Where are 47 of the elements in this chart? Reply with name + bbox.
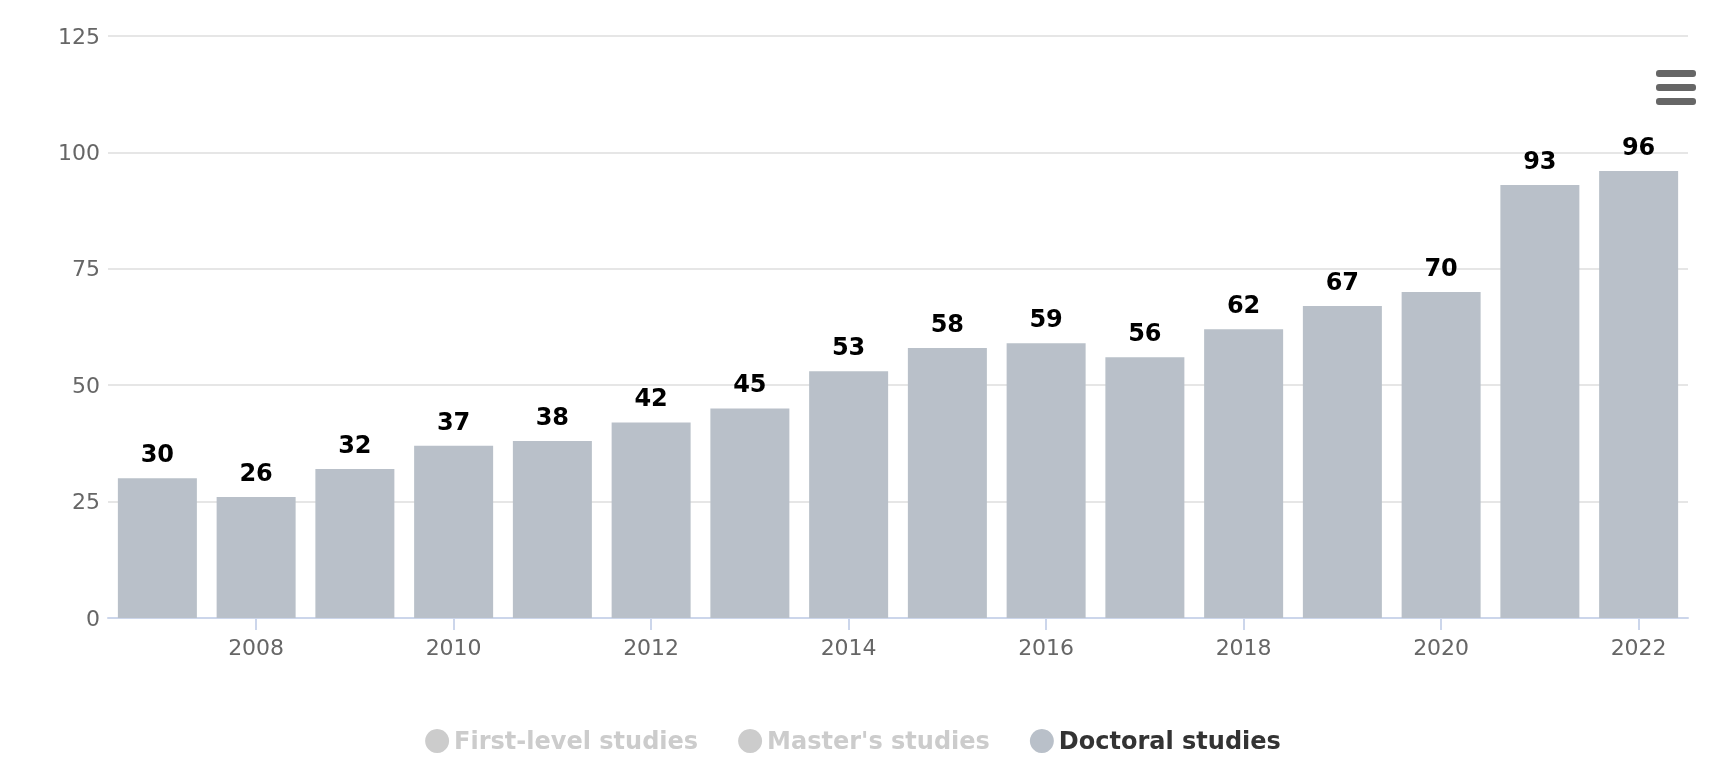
- bar: [216, 496, 296, 618]
- bar: [315, 469, 395, 618]
- bar: [1302, 306, 1382, 618]
- bar: [1204, 329, 1284, 618]
- data-label: 32: [338, 431, 372, 460]
- x-tick-label: 2008: [228, 634, 285, 660]
- x-tick-label: 2018: [1215, 634, 1272, 660]
- data-label: 38: [535, 403, 570, 432]
- bar: [809, 371, 889, 618]
- data-label: 53: [831, 333, 866, 362]
- data-label: 37: [436, 407, 471, 436]
- data-label: 45: [733, 370, 767, 399]
- data-label: 62: [1226, 291, 1261, 320]
- bar: [1500, 184, 1580, 618]
- bar: [1599, 171, 1679, 618]
- data-label: 56: [1128, 319, 1162, 348]
- x-tick-label: 2014: [820, 634, 877, 660]
- x-tick-label: 2016: [1018, 634, 1075, 660]
- data-label: 58: [930, 309, 965, 338]
- x-tick-label: 2010: [425, 634, 482, 660]
- data-label: 70: [1424, 254, 1458, 283]
- data-label: 42: [634, 384, 668, 413]
- bar: [1006, 343, 1086, 618]
- bar: [907, 347, 987, 618]
- bar: [117, 478, 197, 618]
- y-tick-label: 100: [58, 139, 100, 165]
- data-label: 30: [140, 440, 175, 469]
- x-tick-label: 2022: [1610, 634, 1667, 660]
- y-tick-label: 75: [72, 256, 100, 282]
- bar: [512, 441, 592, 618]
- y-tick-label: 25: [72, 489, 100, 515]
- bar: [710, 408, 790, 618]
- bar: [1105, 357, 1185, 618]
- data-label: 96: [1621, 133, 1656, 162]
- bar: [414, 445, 494, 618]
- x-tick-label: 2020: [1413, 634, 1470, 660]
- bar: [611, 422, 691, 618]
- data-label: 67: [1325, 268, 1360, 297]
- y-tick-label: 125: [58, 23, 100, 49]
- data-label: 26: [239, 458, 273, 487]
- legend-label: Doctoral studies: [1058, 727, 1281, 755]
- x-tick-label: 2012: [623, 634, 680, 660]
- y-tick-label: 0: [86, 605, 100, 631]
- bar: [1401, 292, 1481, 618]
- y-tick-label: 50: [72, 372, 100, 398]
- data-label: 93: [1523, 146, 1557, 175]
- data-label: 59: [1029, 305, 1063, 334]
